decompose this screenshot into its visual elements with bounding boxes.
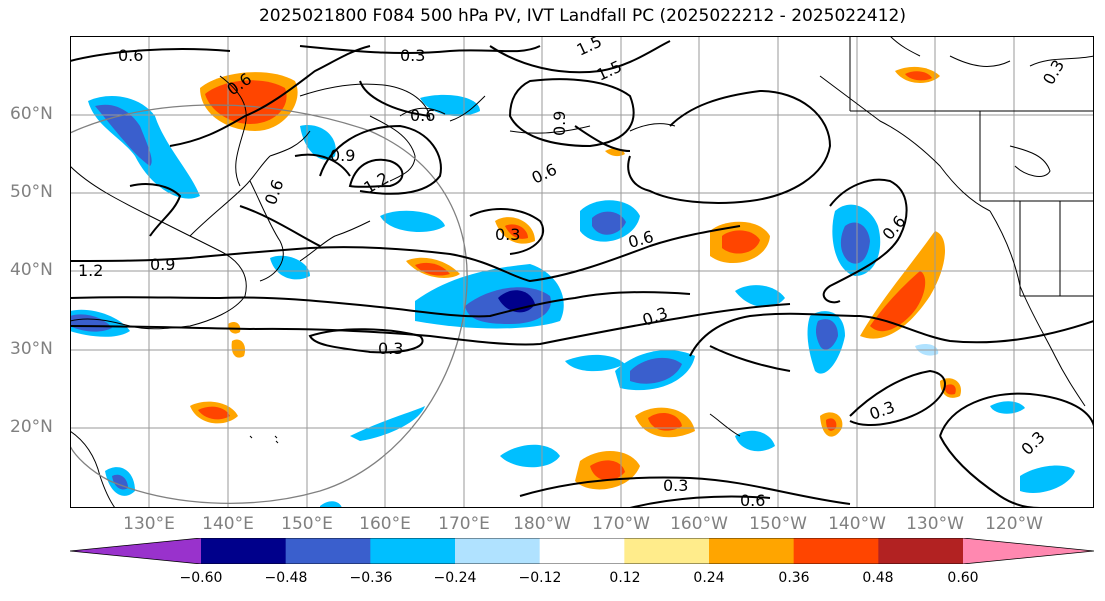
lon-label: 150°E	[281, 514, 333, 534]
lon-label: 170°E	[438, 514, 490, 534]
colorbar-swatch	[963, 538, 1094, 564]
contour-label: 0.9	[150, 255, 175, 274]
colorbar-swatch	[539, 538, 625, 564]
lon-label: 150°W	[749, 514, 807, 534]
colorbar	[70, 538, 1094, 564]
colorbar-swatch	[201, 538, 287, 564]
colorbar-tick-label: 0.24	[693, 570, 725, 586]
contour-label: 1.2	[78, 261, 103, 280]
lon-label: 140°E	[202, 514, 254, 534]
colorbar-swatch	[793, 538, 879, 564]
contour-label: 0.6	[740, 491, 765, 508]
colorbar-swatch	[455, 538, 541, 564]
lat-label: 60°N	[10, 104, 53, 124]
contour-label: 0.3	[495, 225, 520, 244]
contour-label: 0.3	[378, 339, 403, 358]
contour-label: 0.6	[118, 46, 143, 65]
map-title: 2025021800 F084 500 hPa PV, IVT Landfall…	[258, 6, 906, 26]
lat-label: 40°N	[10, 260, 53, 280]
coastlines	[70, 36, 1094, 508]
contour-label: 0.9	[550, 111, 569, 136]
colorbar-swatch	[285, 538, 371, 564]
lat-label: 30°N	[10, 339, 53, 359]
lat-label: 20°N	[10, 417, 53, 437]
colorbar-tick-label: −0.36	[349, 570, 393, 586]
lon-label: 140°W	[828, 514, 886, 534]
lon-label: 130°W	[906, 514, 964, 534]
colorbar-tick-label: 0.60	[947, 570, 979, 586]
colorbar-tick-label: 0.48	[862, 570, 894, 586]
colorbar-tick-label: −0.60	[179, 570, 223, 586]
lon-label: 130°E	[123, 514, 175, 534]
colorbar-tick-label: −0.48	[264, 570, 308, 586]
colorbar-swatch	[70, 538, 201, 564]
contour-label: 0.3	[663, 476, 688, 495]
graticule	[70, 36, 1094, 508]
contour-label: 0.9	[330, 146, 355, 165]
lat-label: 50°N	[10, 182, 53, 202]
lon-label: 170°W	[592, 514, 650, 534]
ivt-contours	[70, 40, 1094, 508]
contour-label: 0.6	[410, 106, 435, 125]
colorbar-tick-label: −0.24	[433, 570, 477, 586]
lon-label: 160°W	[670, 514, 728, 534]
contour-label: 0.3	[400, 46, 425, 65]
map-panel: 0.6 0.3 1.5 1.5 0.6 0.6 0.9 1.2 0.6 0.9 …	[70, 36, 1094, 508]
lon-label: 180°W	[513, 514, 571, 534]
lon-label: 120°W	[985, 514, 1043, 534]
colorbar-swatch	[624, 538, 710, 564]
colorbar-tick-label: −0.12	[518, 570, 562, 586]
colorbar-swatch	[709, 538, 795, 564]
colorbar-swatch	[878, 538, 964, 564]
landfall-circle	[70, 104, 468, 504]
colorbar-tick-label: 0.12	[609, 570, 641, 586]
colorbar-tick-label: 0.36	[778, 570, 810, 586]
pv-shading	[70, 66, 1075, 508]
lon-label: 160°E	[359, 514, 411, 534]
colorbar-swatch	[370, 538, 456, 564]
